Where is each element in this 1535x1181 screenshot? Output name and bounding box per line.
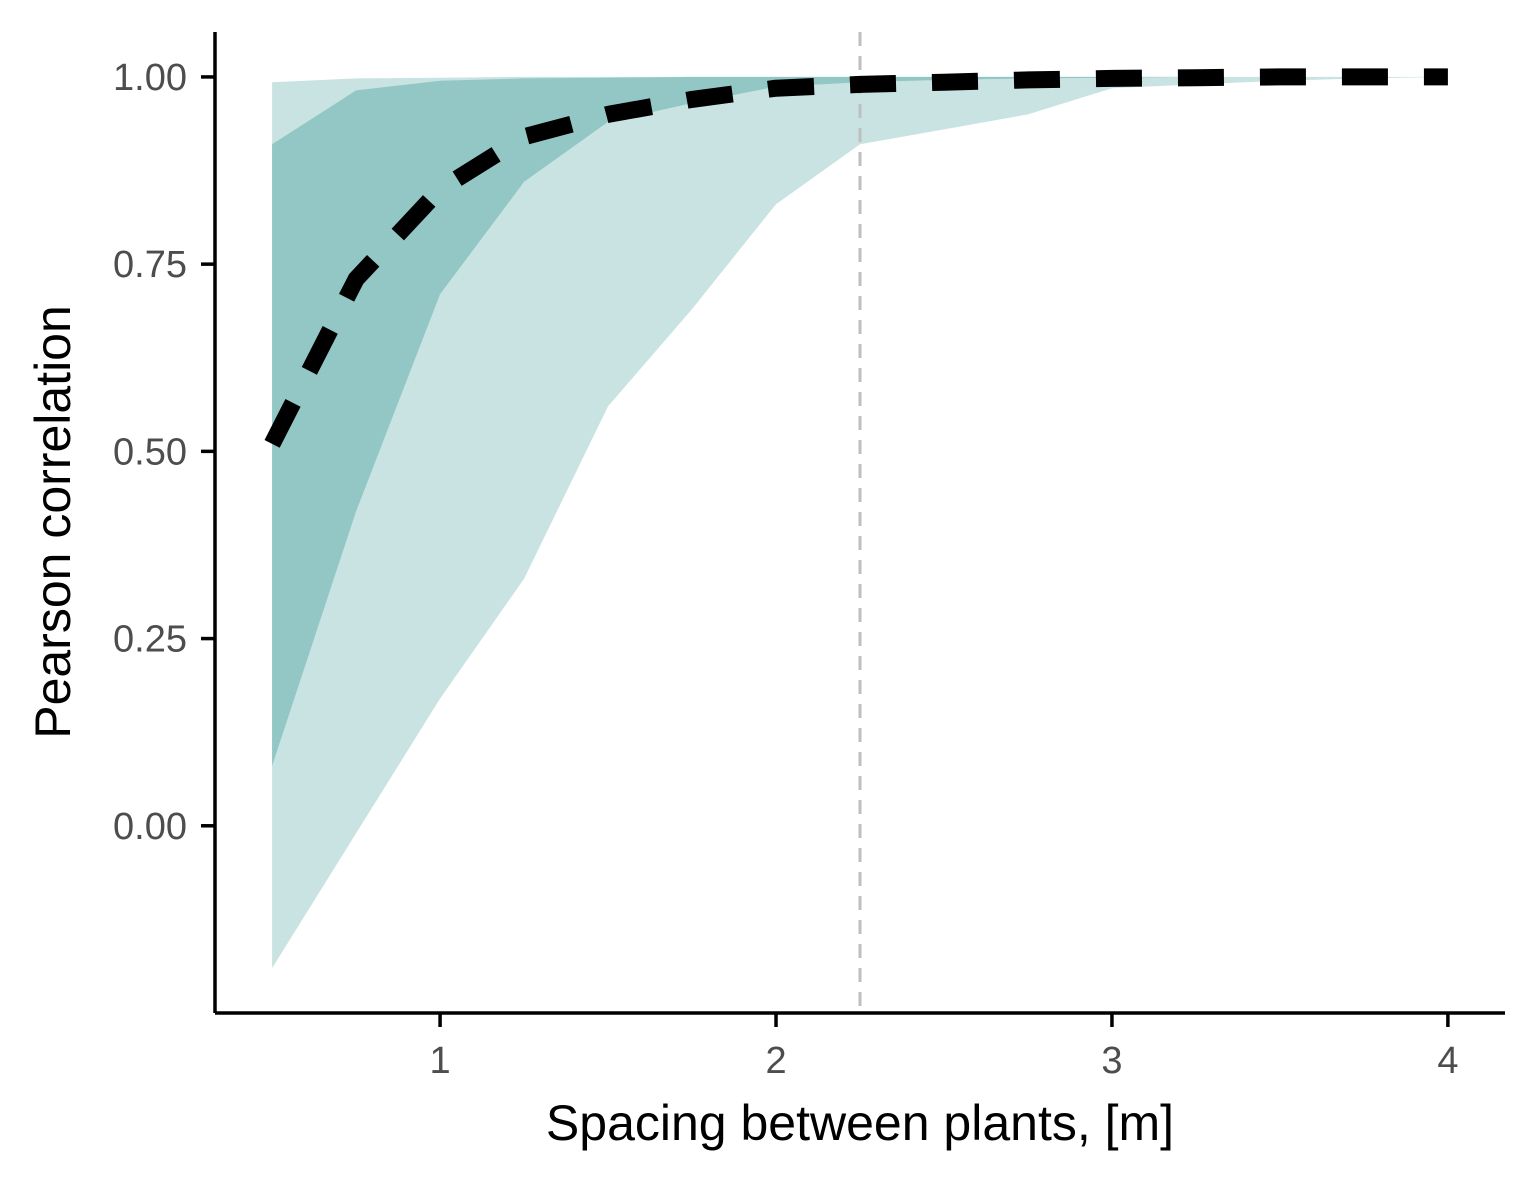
x-tick-label: 4 xyxy=(1437,1040,1458,1082)
inner-band-area xyxy=(272,76,1448,766)
y-tick-label: 1.00 xyxy=(113,57,187,99)
x-tick-label: 2 xyxy=(765,1040,786,1082)
y-tick-label: 0.50 xyxy=(113,431,187,473)
x-axis-title: Spacing between plants, [m] xyxy=(546,1095,1174,1151)
tick-labels: 0.00 0.25 0.50 0.75 1.00 1 2 3 4 xyxy=(113,57,1458,1082)
y-axis-title: Pearson correlation xyxy=(25,305,81,739)
x-tick-label: 1 xyxy=(430,1040,451,1082)
outer-band-area xyxy=(272,76,1448,969)
confidence-bands xyxy=(272,76,1448,969)
median-line-group xyxy=(264,68,1448,448)
y-tick-label: 0.25 xyxy=(113,619,187,661)
axes xyxy=(201,32,1505,1027)
y-tick-label: 0.00 xyxy=(113,806,187,848)
x-tick-label: 3 xyxy=(1101,1040,1122,1082)
median-line xyxy=(264,68,1448,448)
y-tick-label: 0.75 xyxy=(113,244,187,286)
